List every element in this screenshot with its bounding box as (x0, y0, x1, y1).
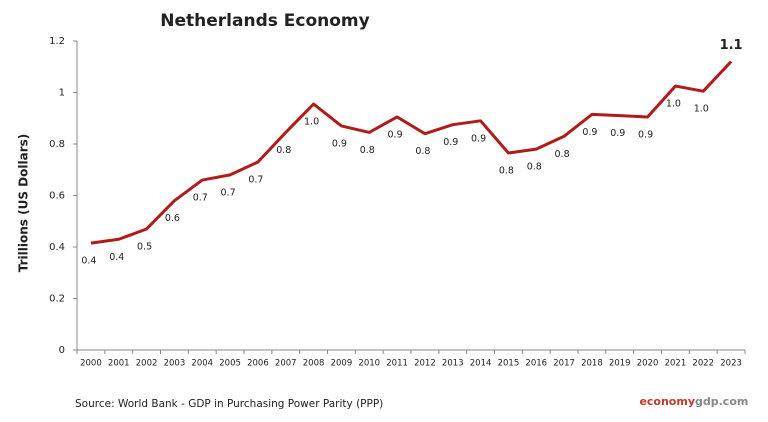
data-label: 0.4 (81, 256, 96, 267)
data-label: 0.9 (443, 137, 458, 148)
x-tick-label: 2005 (219, 359, 241, 369)
x-tick-label: 2010 (358, 359, 380, 369)
data-label: 0.7 (193, 193, 208, 204)
y-tick-label: 0.8 (49, 139, 65, 150)
data-label: 0.4 (109, 252, 124, 263)
y-axis-label: Trillions (US Dollars) (17, 134, 31, 272)
data-label: 0.9 (388, 129, 403, 140)
x-tick-label: 2023 (720, 359, 742, 369)
y-tick-label: 0.4 (49, 242, 65, 253)
x-tick-label: 2013 (442, 359, 464, 369)
brand: gdp.com (695, 395, 748, 408)
x-tick-label: 2004 (191, 359, 213, 369)
x-tick-label: 2003 (164, 359, 186, 369)
data-label: 0.5 (137, 241, 152, 252)
x-tick-label: 2021 (665, 359, 687, 369)
x-tick-label: 2022 (692, 359, 714, 369)
data-label: 0.9 (332, 138, 347, 149)
x-tick-label: 2018 (581, 359, 603, 369)
x-tick-label: 2006 (247, 359, 269, 369)
x-tick-label: 2016 (525, 359, 547, 369)
data-label: 0.7 (221, 187, 236, 198)
y-tick-label: 1 (59, 88, 65, 99)
x-tick-label: 2007 (275, 359, 297, 369)
data-label: 0.9 (582, 127, 597, 138)
data-label: 0.8 (360, 145, 375, 156)
data-label: 1.0 (304, 117, 319, 128)
line (90, 60, 733, 245)
x-tick-label: 2001 (108, 359, 130, 369)
source-note: Source: World Bank - GDP in Purchasing P… (75, 398, 383, 410)
x-tick-label: 2008 (303, 359, 325, 369)
x-tick-label: 2009 (331, 359, 353, 369)
y-tick-label: 0.6 (49, 191, 65, 202)
x-tick-label: 2015 (498, 359, 520, 369)
data-label: 1.1 (720, 38, 743, 53)
data-label: 1.0 (666, 99, 681, 110)
x-tick-label: 2020 (637, 359, 659, 369)
y-tick-label: 1.2 (49, 36, 65, 47)
x-tick-label: 2000 (80, 359, 102, 369)
x-tick-label: 2019 (609, 359, 631, 369)
data-label: 0.8 (276, 145, 291, 156)
x-tick-label: 2014 (470, 359, 492, 369)
data-label: 0.9 (638, 129, 653, 140)
data-label: 1.0 (694, 104, 709, 115)
x-tick-label: 2002 (136, 359, 158, 369)
data-label: 0.8 (527, 162, 542, 173)
data-label: 0.9 (471, 133, 486, 144)
data-label: 0.6 (165, 213, 180, 224)
data-label: 0.7 (248, 175, 263, 186)
x-tick-label: 2012 (414, 359, 436, 369)
data-label: 0.8 (499, 166, 514, 177)
x-tick-label: 2011 (386, 359, 408, 369)
data-label: 0.8 (415, 146, 430, 157)
brand: economy (639, 395, 695, 408)
data-label: 0.9 (610, 128, 625, 139)
chart-title: Netherlands Economy (160, 11, 369, 31)
y-tick-label: 0.2 (49, 294, 65, 305)
y-tick-label: 0 (59, 345, 65, 356)
data-label: 0.8 (555, 149, 570, 160)
x-tick-label: 2017 (553, 359, 575, 369)
